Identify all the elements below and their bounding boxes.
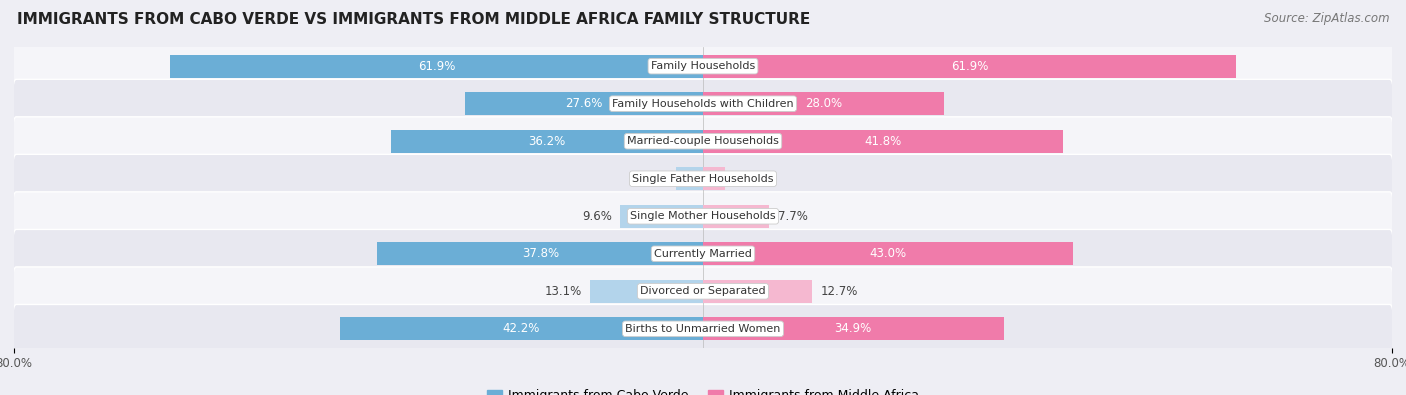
Bar	[340, 317, 703, 340]
Bar	[391, 130, 703, 153]
Text: 13.1%: 13.1%	[544, 285, 582, 298]
Bar	[703, 280, 813, 303]
Text: Single Father Households: Single Father Households	[633, 174, 773, 184]
Bar	[703, 242, 1073, 265]
FancyBboxPatch shape	[13, 42, 1393, 90]
Bar	[703, 130, 1063, 153]
Text: 41.8%: 41.8%	[865, 135, 901, 148]
Text: Source: ZipAtlas.com: Source: ZipAtlas.com	[1264, 12, 1389, 25]
Text: 61.9%: 61.9%	[950, 60, 988, 73]
Text: 12.7%: 12.7%	[821, 285, 858, 298]
FancyBboxPatch shape	[13, 305, 1393, 353]
Bar	[620, 205, 703, 228]
Bar	[703, 205, 769, 228]
Text: 36.2%: 36.2%	[529, 135, 565, 148]
Bar	[465, 92, 703, 115]
FancyBboxPatch shape	[13, 192, 1393, 241]
Bar	[703, 92, 945, 115]
Text: 28.0%: 28.0%	[806, 97, 842, 110]
Text: Births to Unmarried Women: Births to Unmarried Women	[626, 324, 780, 334]
Bar	[676, 167, 703, 190]
FancyBboxPatch shape	[13, 229, 1393, 278]
Text: 37.8%: 37.8%	[522, 247, 558, 260]
Text: Family Households: Family Households	[651, 61, 755, 71]
FancyBboxPatch shape	[13, 117, 1393, 166]
Bar	[703, 167, 724, 190]
Bar	[703, 317, 1004, 340]
Text: 34.9%: 34.9%	[835, 322, 872, 335]
Text: 7.7%: 7.7%	[778, 210, 808, 223]
Text: Married-couple Households: Married-couple Households	[627, 136, 779, 146]
FancyBboxPatch shape	[13, 154, 1393, 203]
Text: 43.0%: 43.0%	[869, 247, 907, 260]
Bar	[170, 55, 703, 78]
Text: 61.9%: 61.9%	[418, 60, 456, 73]
Text: Divorced or Separated: Divorced or Separated	[640, 286, 766, 296]
Bar	[703, 55, 1236, 78]
Text: Single Mother Households: Single Mother Households	[630, 211, 776, 221]
Text: 3.1%: 3.1%	[638, 172, 668, 185]
Text: 42.2%: 42.2%	[502, 322, 540, 335]
Text: 27.6%: 27.6%	[565, 97, 603, 110]
Text: 2.5%: 2.5%	[733, 172, 763, 185]
Legend: Immigrants from Cabo Verde, Immigrants from Middle Africa: Immigrants from Cabo Verde, Immigrants f…	[482, 384, 924, 395]
Bar	[377, 242, 703, 265]
FancyBboxPatch shape	[13, 79, 1393, 128]
Text: Family Households with Children: Family Households with Children	[612, 99, 794, 109]
FancyBboxPatch shape	[13, 267, 1393, 316]
Text: IMMIGRANTS FROM CABO VERDE VS IMMIGRANTS FROM MIDDLE AFRICA FAMILY STRUCTURE: IMMIGRANTS FROM CABO VERDE VS IMMIGRANTS…	[17, 12, 810, 27]
Text: 9.6%: 9.6%	[582, 210, 612, 223]
Text: Currently Married: Currently Married	[654, 249, 752, 259]
Bar	[591, 280, 703, 303]
